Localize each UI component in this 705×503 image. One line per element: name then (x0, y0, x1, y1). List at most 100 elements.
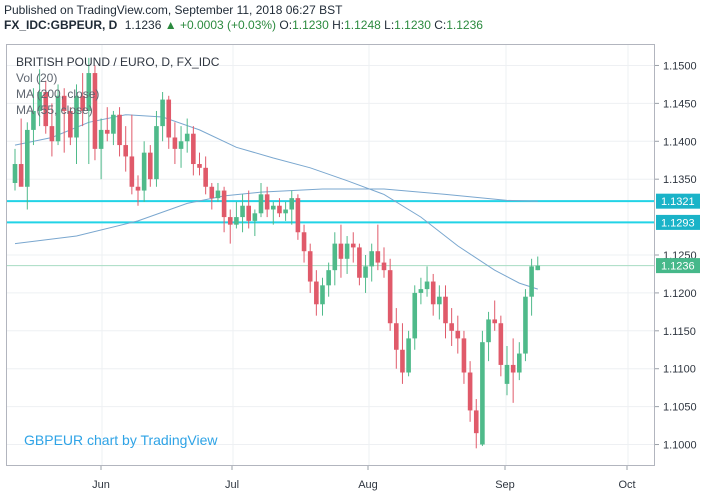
candle-body (510, 364, 516, 373)
candle-body (381, 262, 387, 271)
candle-body (148, 152, 153, 180)
candle-body (104, 129, 110, 134)
candle-body (486, 319, 491, 343)
price-tick-label: 1.1400 (663, 136, 697, 148)
candle-body (221, 190, 227, 218)
candle-body (123, 145, 128, 157)
price-tick-label: 1.1100 (663, 364, 696, 376)
candle-body (498, 323, 504, 365)
time-tick-label: Oct (618, 479, 635, 491)
ohlc-line: FX_IDC:GBPEUR, D 1.1236 ▲ +0.0003 (+0.03… (4, 18, 483, 33)
legend-ma55[interactable]: MA (55, close) (16, 103, 93, 117)
candle-body (154, 126, 159, 180)
time-tick-label: Jun (92, 479, 110, 491)
candle-body (326, 270, 331, 286)
candle-body (387, 270, 393, 324)
candle-body (523, 296, 528, 354)
candle-body (344, 243, 350, 259)
candle-body (271, 205, 276, 210)
time-tick-label: Sep (495, 479, 515, 491)
last-price-label: 1.1236 (661, 261, 695, 273)
candle-body (141, 152, 147, 191)
candle-body (92, 73, 98, 149)
candle-body (492, 319, 497, 324)
candle-body (412, 292, 418, 339)
candle-body (227, 217, 233, 225)
candle-body (406, 338, 411, 373)
candle-body (369, 251, 374, 267)
candle-body (25, 129, 30, 187)
candle-body (289, 198, 295, 210)
candle-body (473, 410, 479, 434)
candle-body (461, 338, 467, 373)
candle-body (129, 156, 135, 187)
candle-body (234, 217, 239, 225)
candle-body (184, 133, 190, 142)
price-tick-label: 1.1150 (663, 326, 696, 338)
candle-body (283, 209, 288, 214)
price-axis[interactable]: 1.15001.14501.14001.13501.12501.12001.11… (655, 44, 705, 466)
candle-body (332, 243, 338, 271)
candle-body (357, 247, 362, 278)
candle-body (314, 281, 319, 305)
symbol-label: FX_IDC:GBPEUR, D (4, 18, 118, 32)
candle-body (209, 186, 215, 199)
level-label: 1.1293 (661, 217, 695, 229)
candle-body (418, 289, 424, 293)
candle-body (166, 99, 172, 138)
high-key: H: (332, 18, 345, 32)
close-value: 1.1236 (446, 18, 483, 32)
candle-body (37, 92, 42, 111)
candle-body (480, 342, 485, 445)
level-label-bg (656, 193, 700, 209)
candle-body (246, 205, 251, 221)
low-value: 1.1230 (394, 18, 431, 32)
time-axis[interactable]: Jun Jul Aug Sep Oct (6, 466, 655, 503)
candle-body (111, 114, 116, 134)
candle-body (301, 232, 307, 252)
price-plot[interactable] (7, 45, 654, 465)
up-arrow-icon: ▲ (164, 18, 177, 32)
watermark-text: GBPEUR chart by TradingView (24, 432, 218, 448)
close-key: C: (434, 18, 447, 32)
candle-body (74, 95, 79, 138)
low-key: L: (384, 18, 395, 32)
legend-title: BRITISH POUND / EURO, D, FX_IDC (16, 55, 220, 69)
candle-body (338, 243, 344, 259)
candle-body (455, 330, 461, 339)
level-label-bg (656, 214, 700, 230)
candle-body (400, 349, 405, 373)
candle-body (320, 285, 325, 305)
candle-body (307, 251, 313, 282)
candle-body (135, 186, 141, 191)
chart-header: Published on TradingView.com, September … (4, 3, 483, 33)
last-price-bg (656, 258, 700, 274)
time-tick-label: Aug (358, 479, 378, 491)
legend-vol[interactable]: Vol (20) (16, 71, 58, 85)
legend-ma200[interactable]: MA (200, close) (16, 87, 100, 101)
candle-body (191, 133, 196, 165)
candle-body (43, 92, 49, 127)
chart-pane[interactable] (6, 44, 655, 466)
candle-body (55, 95, 61, 142)
candle-body (258, 194, 264, 214)
candle-body (49, 126, 55, 142)
candle-body (430, 281, 436, 305)
candle-body (178, 141, 184, 149)
candle-body (535, 265, 541, 271)
candle-body (197, 164, 202, 168)
price-tick-label: 1.1200 (663, 288, 697, 300)
change-value: +0.0003 (+0.03%) (179, 18, 277, 32)
chart-legend: BRITISH POUND / EURO, D, FX_IDC Vol (20)… (16, 54, 219, 118)
candle-body (394, 323, 399, 350)
price-tick-label: 1.1500 (663, 60, 697, 72)
price-tick-label: 1.1050 (663, 402, 697, 414)
candle-body (12, 164, 18, 183)
candle-body (86, 73, 92, 111)
candle-body (80, 95, 85, 111)
candle-body (240, 205, 245, 218)
candle-body (449, 323, 454, 331)
candle-body (517, 353, 522, 373)
price-tick-label: 1.1350 (663, 174, 697, 186)
time-tick-label: Jul (225, 479, 239, 491)
